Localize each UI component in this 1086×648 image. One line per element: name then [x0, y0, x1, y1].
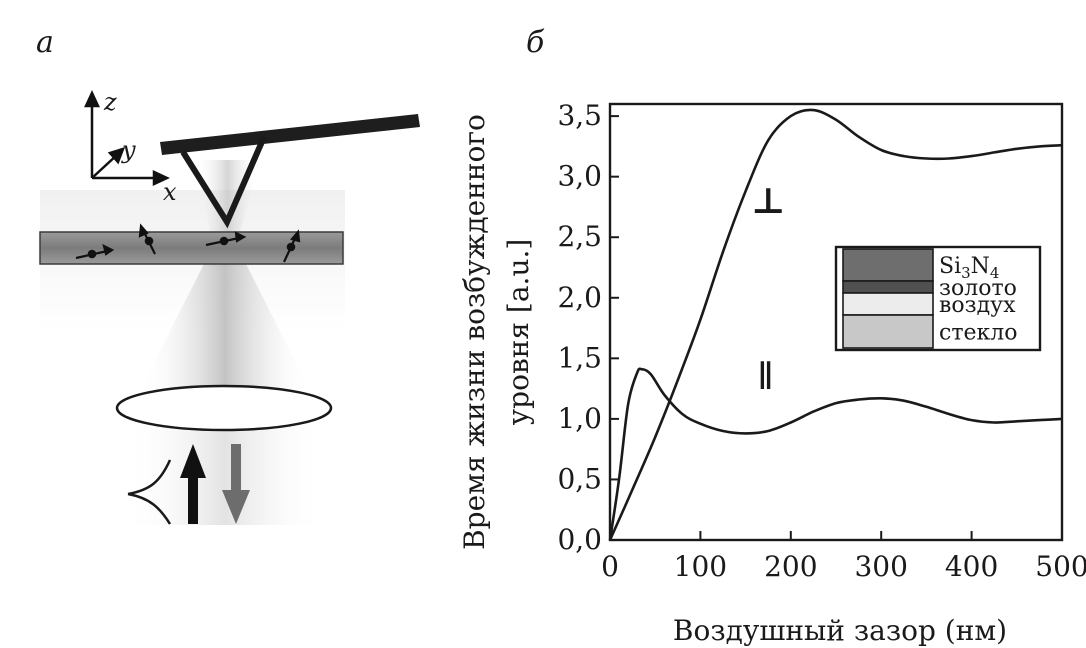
- axis-z-label: z: [103, 88, 117, 116]
- y-tick-label: 0,0: [557, 523, 602, 556]
- series-line-parallel: [608, 367, 1063, 541]
- y-tick-label: 3,0: [557, 160, 602, 193]
- axis-triad: [84, 90, 170, 186]
- axis-x-label: x: [163, 178, 177, 206]
- legend-label: золото: [939, 276, 1017, 301]
- panel-a-schematic: z y x: [39, 88, 420, 525]
- y-tick-label: 1,5: [557, 341, 602, 374]
- x-tick-label: 0: [601, 550, 619, 583]
- emission-arrow-icon: [222, 444, 250, 524]
- pulse-icon: [127, 459, 172, 525]
- legend-swatch: [842, 248, 934, 282]
- y-axis-label-line2: уровня [a.u.]: [502, 239, 535, 426]
- excitation-arrow-icon: [180, 444, 206, 524]
- objective-lens: [115, 384, 333, 432]
- legend-label: стекло: [939, 321, 1017, 346]
- legend-swatch: [842, 292, 934, 316]
- axes-frame: 0 100 200 300 400 500 0,0 0,5 1,0 1,5 2,0 2,5 3,0 3,5: [557, 99, 1086, 583]
- legend-label: Si3N4: [939, 254, 999, 282]
- y-tick-label: 2,5: [557, 220, 602, 253]
- series-markers: ⊥∥: [751, 180, 786, 394]
- legend-swatch: [842, 314, 934, 349]
- dipole-icons: [75, 223, 301, 263]
- lifetime-chart: Время жизни возбужденного уровня [a.u.] …: [458, 99, 1086, 647]
- panel-a-label: а: [36, 25, 54, 60]
- y-tick-label: 1,0: [557, 402, 602, 435]
- series-line-perpendicular: [608, 108, 1063, 541]
- cantilever: [160, 114, 420, 155]
- plot-frame: [608, 102, 1064, 542]
- series-layer: [608, 108, 1063, 541]
- x-tick-label: 500: [1035, 550, 1086, 583]
- lower-light-cone: [140, 262, 310, 390]
- y-tick-label: 0,5: [557, 462, 602, 495]
- series-label-perpendicular: ⊥: [751, 180, 786, 222]
- y-tick-label: 3,5: [557, 99, 602, 132]
- legend-label: воздух: [939, 293, 1016, 318]
- probe-tip: [180, 135, 267, 229]
- x-tick-label: 300: [854, 550, 907, 583]
- x-tick-label: 100: [674, 550, 727, 583]
- collimated-beam: [125, 415, 325, 525]
- axis-y-label: y: [121, 136, 136, 164]
- x-tick-label: 400: [945, 550, 998, 583]
- y-tick-label: 2,0: [557, 281, 602, 314]
- series-label-parallel: ∥: [758, 359, 774, 394]
- x-axis-label: Воздушный зазор (нм): [673, 614, 1007, 647]
- x-tick-label: 200: [764, 550, 817, 583]
- y-axis-label-line1: Время жизни возбужденного: [458, 114, 491, 550]
- legend-swatch: [842, 280, 934, 294]
- panel-b-label: б: [526, 25, 545, 60]
